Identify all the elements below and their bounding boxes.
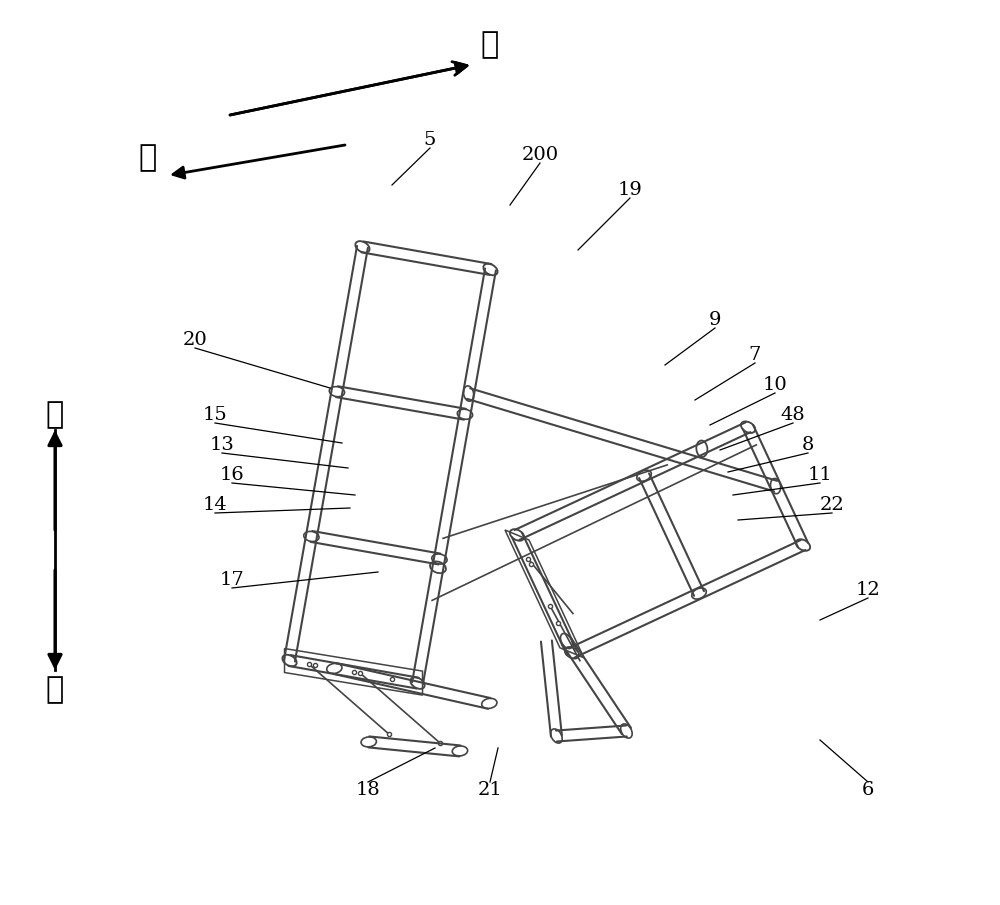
Text: 上: 上	[46, 401, 64, 430]
Text: 9: 9	[709, 311, 721, 329]
Text: 16: 16	[220, 466, 244, 484]
Text: 右: 右	[139, 144, 157, 173]
Text: 20: 20	[183, 331, 207, 349]
Text: 13: 13	[210, 436, 234, 454]
Text: 12: 12	[856, 581, 880, 599]
Text: 8: 8	[802, 436, 814, 454]
Text: 17: 17	[220, 571, 244, 589]
Text: 48: 48	[781, 406, 805, 424]
Text: 21: 21	[478, 781, 502, 799]
Text: 18: 18	[356, 781, 380, 799]
Text: 14: 14	[203, 496, 227, 514]
Text: 200: 200	[521, 146, 559, 164]
Text: 11: 11	[808, 466, 832, 484]
Text: 15: 15	[203, 406, 227, 424]
Text: 10: 10	[763, 376, 787, 394]
Text: 左: 左	[481, 31, 499, 60]
Text: 22: 22	[820, 496, 844, 514]
Text: 6: 6	[862, 781, 874, 799]
Text: 19: 19	[618, 181, 642, 199]
Text: 下: 下	[46, 675, 64, 704]
Text: 7: 7	[749, 346, 761, 364]
Text: 5: 5	[424, 131, 436, 149]
